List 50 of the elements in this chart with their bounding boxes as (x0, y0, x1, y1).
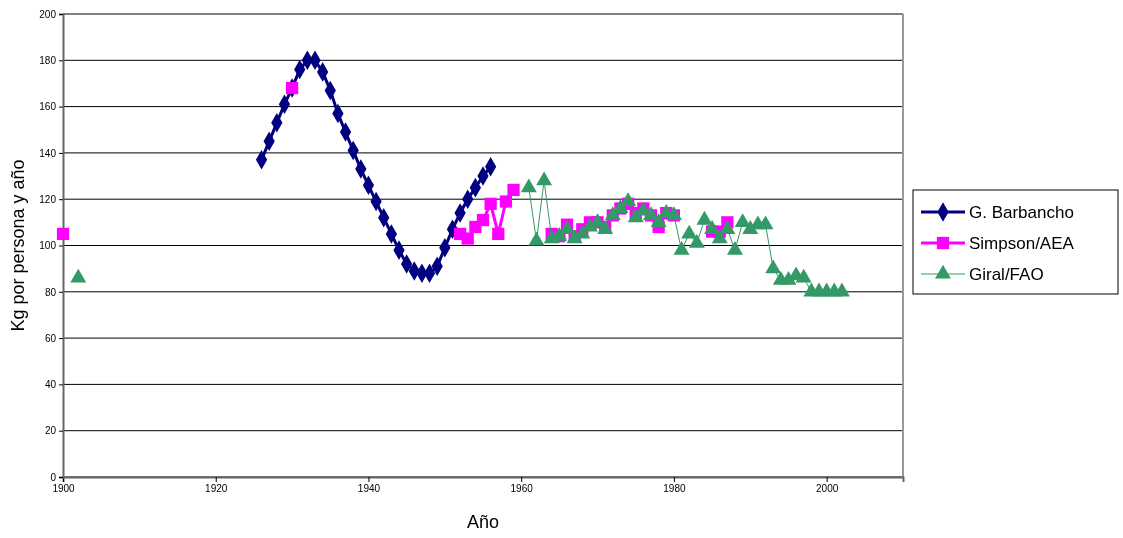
x-tick-label: 1980 (663, 483, 686, 495)
point (795, 268, 812, 283)
point (757, 215, 774, 230)
point (711, 229, 728, 244)
point (727, 240, 743, 255)
y-axis-title: Kg por persona y año (8, 159, 28, 332)
y-tick-label: 180 (39, 55, 57, 66)
x-axis-title: Año (466, 512, 500, 532)
y-tick-label: 100 (39, 240, 57, 252)
point (461, 232, 474, 245)
y-tick-label: 40 (44, 379, 57, 391)
x-tick-label: 1920 (205, 483, 228, 495)
point (719, 220, 736, 234)
x-tick-label: 1940 (357, 483, 381, 495)
y-tick-label: 0 (50, 471, 57, 483)
point (833, 282, 850, 297)
legend-label: Giral/FAO (969, 265, 1044, 284)
y-tick-label: 120 (39, 193, 57, 205)
point (650, 213, 667, 227)
point (520, 178, 537, 193)
point (476, 213, 490, 227)
y-tick-label: 20 (44, 425, 57, 437)
legend-label: G. Barbancho (969, 203, 1074, 222)
point (620, 192, 637, 207)
point (780, 271, 797, 285)
point (696, 210, 713, 225)
y-tick-label: 60 (44, 332, 57, 344)
x-tick-label: 1900 (52, 483, 76, 495)
legend-label: Simpson/AEA (969, 234, 1075, 253)
y-tick-label: 140 (39, 147, 57, 159)
point (528, 231, 545, 246)
point (742, 220, 759, 234)
point (681, 224, 698, 239)
point (56, 227, 70, 241)
point (765, 259, 782, 274)
point (499, 195, 513, 208)
y-tick-label: 200 (39, 8, 57, 20)
point (484, 197, 497, 210)
point (507, 183, 520, 197)
y-tick-label: 160 (39, 101, 57, 113)
point (492, 227, 505, 241)
point (704, 220, 721, 234)
point (536, 171, 553, 186)
point (70, 268, 87, 283)
y-tick-label: 80 (44, 286, 57, 298)
point (734, 213, 751, 227)
point (688, 233, 705, 248)
point (673, 240, 690, 255)
x-tick-label: 1960 (510, 483, 534, 495)
x-tick-label: 2000 (816, 483, 839, 495)
